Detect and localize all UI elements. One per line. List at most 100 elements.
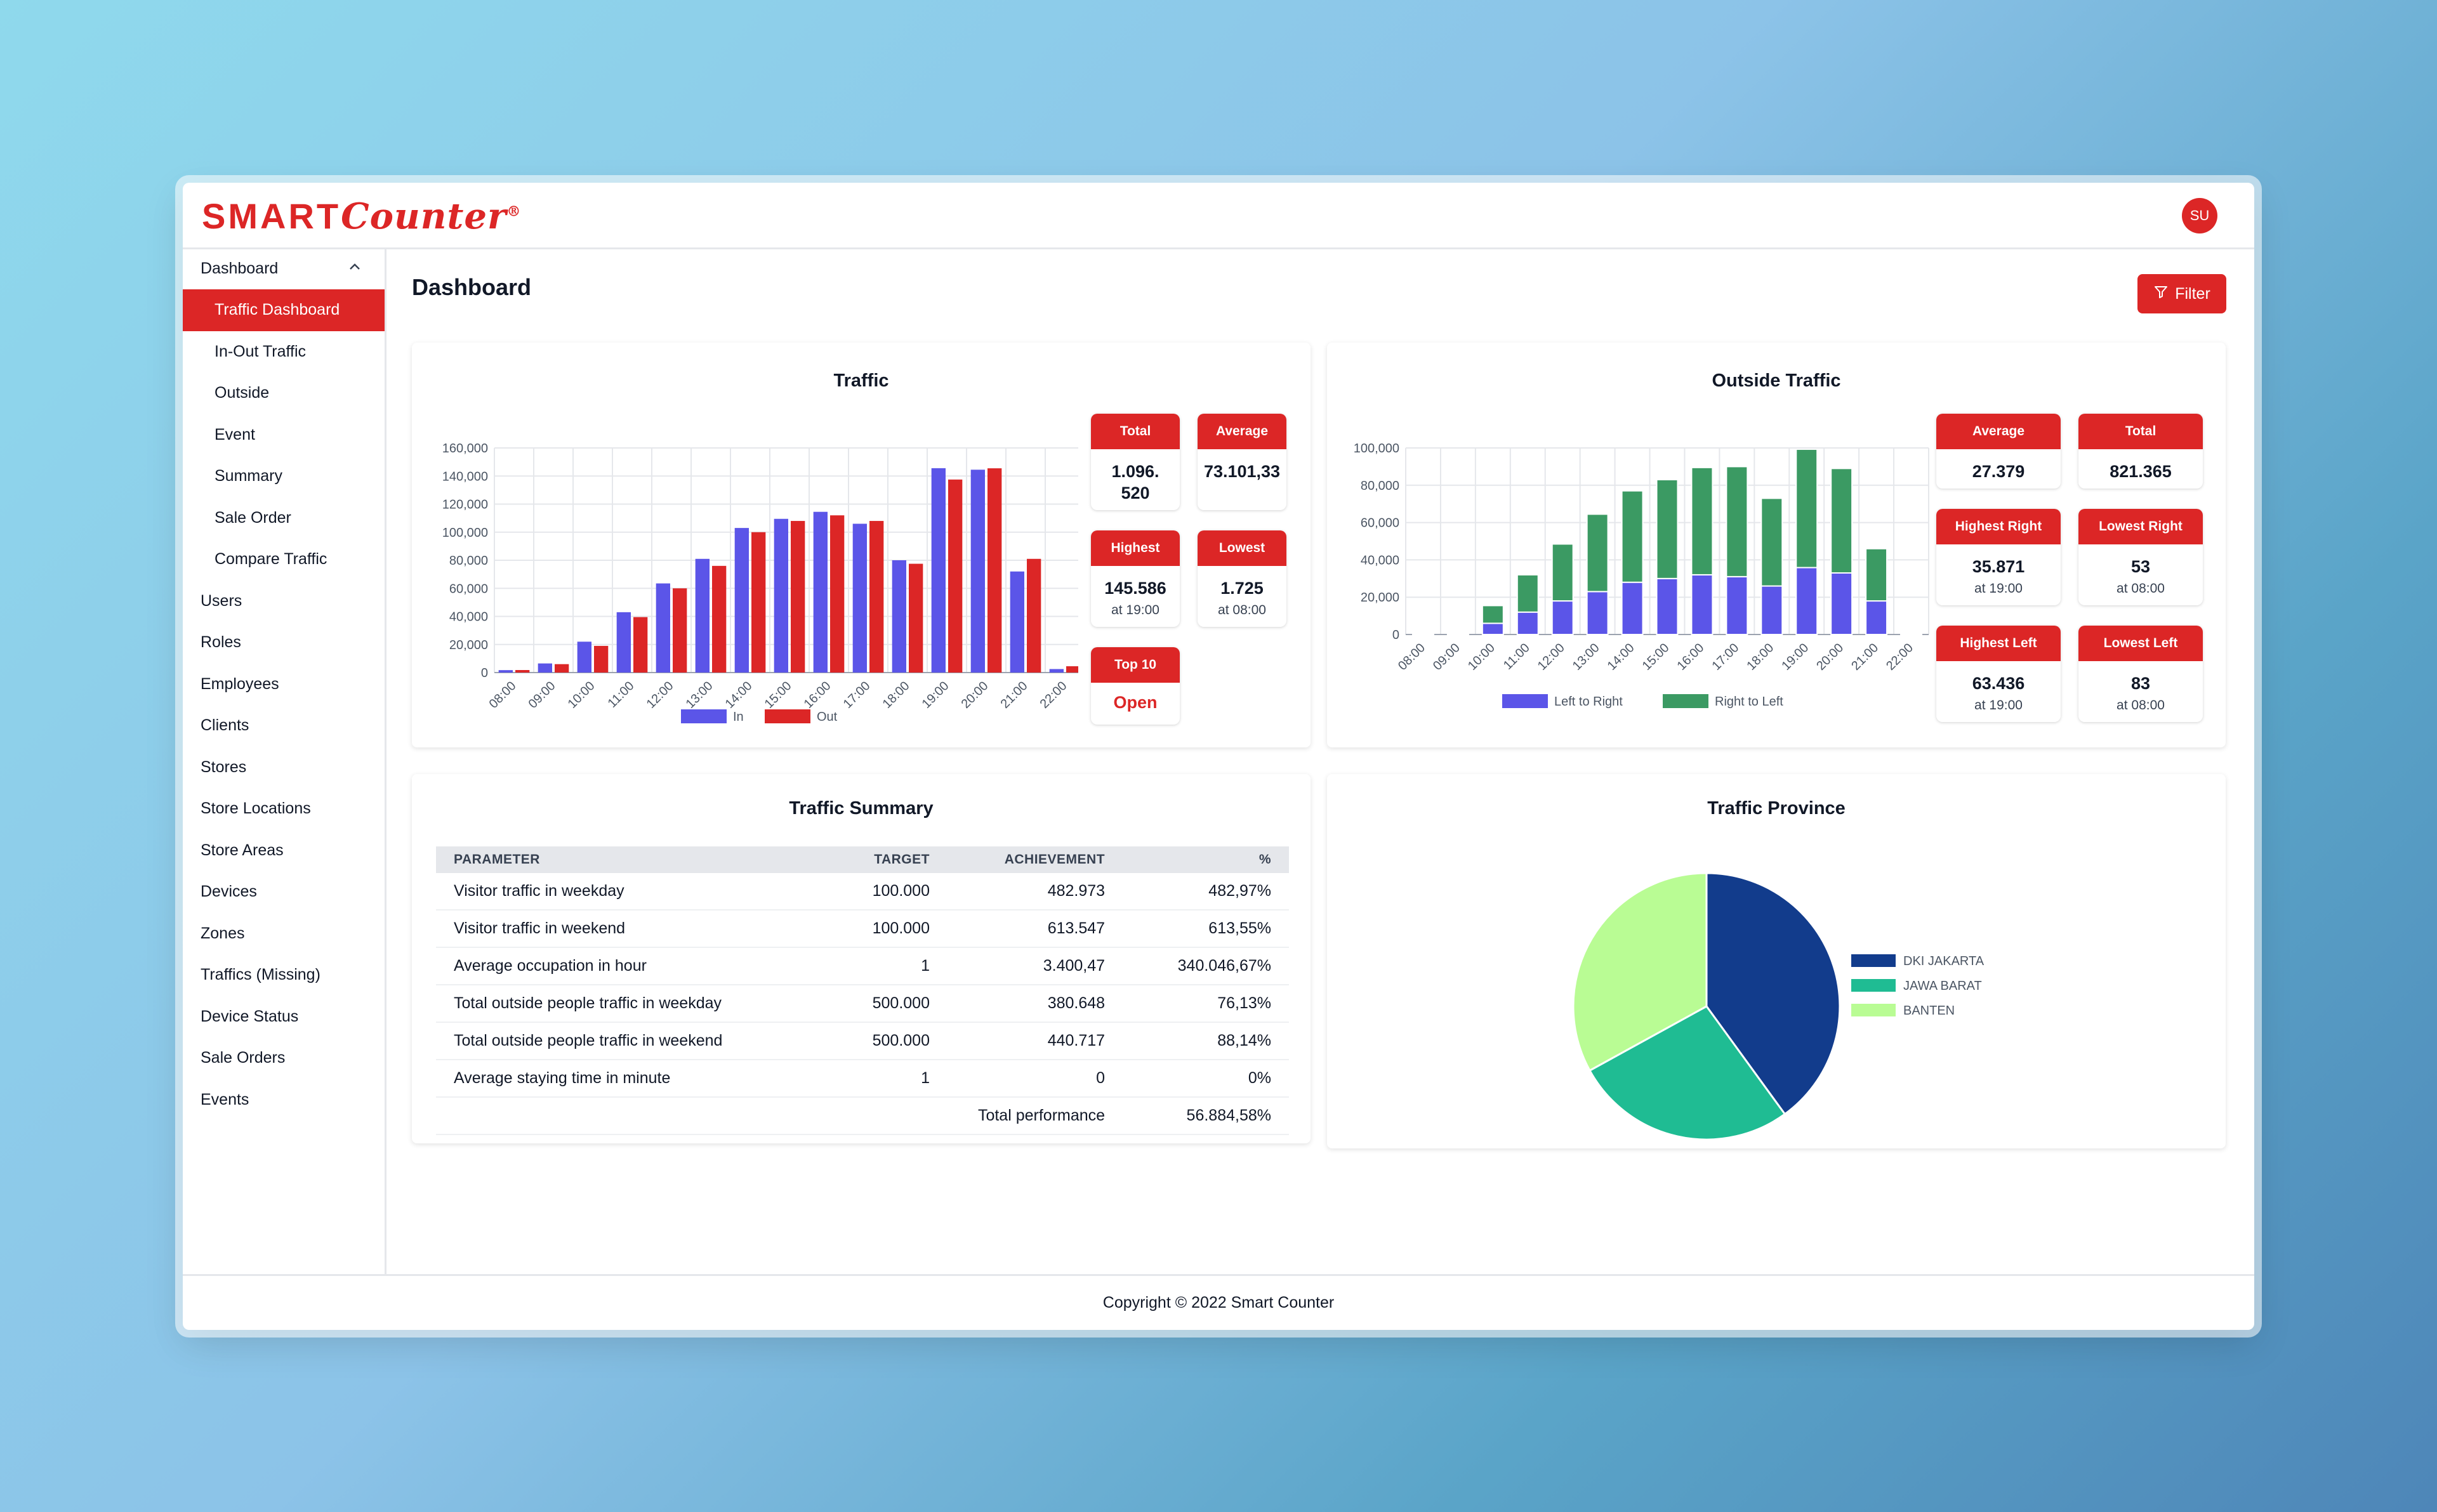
smart-counter-logo[interactable]: SMARTCounter® (202, 195, 521, 237)
x-tick-label: 17:00 (1709, 641, 1741, 673)
sidebar-group-dashboard[interactable]: Dashboard (183, 247, 385, 289)
sidebar-item-stores[interactable]: Stores (201, 758, 247, 776)
x-tick-label: 08:00 (1396, 641, 1428, 673)
col-percent: % (1123, 846, 1289, 873)
sidebar-item-event[interactable]: Event (215, 425, 255, 444)
cell-target: 500.000 (828, 1022, 948, 1060)
stat-lowest-right-time: at 08:00 (2117, 581, 2165, 596)
legend-swatch (1502, 694, 1548, 708)
bar-right-to-left (1830, 468, 1853, 574)
sidebar-item-summary[interactable]: Summary (215, 467, 282, 485)
stat-highest-label: Highest (1091, 530, 1180, 566)
bar-left-to-right (1795, 567, 1818, 635)
pie-slice (1705, 872, 1841, 1115)
bar-right-to-left (1551, 543, 1574, 602)
x-tick-label: 21:00 (998, 679, 1031, 711)
sidebar-item-outside[interactable]: Outside (215, 384, 270, 402)
sidebar-item-devices[interactable]: Devices (201, 883, 257, 901)
traffic-title: Traffic (833, 371, 889, 391)
x-tick-label: 09:00 (526, 679, 558, 711)
sidebar-item-sale-orders[interactable]: Sale Orders (201, 1049, 286, 1067)
main-content: Dashboard Filter Traffic 0 20,000 40,000 60… (386, 247, 2254, 1274)
sidebar-item-traffics-missing[interactable]: Traffics (Missing) (201, 966, 320, 984)
top10-open-link[interactable]: Open (1113, 693, 1158, 712)
y-tick-label: 80,000 (1361, 479, 1399, 493)
filter-button[interactable]: Filter (2137, 274, 2226, 313)
sidebar-item-traffic-dashboard[interactable]: Traffic Dashboard (183, 289, 385, 331)
bar-in (577, 641, 591, 673)
page-title: Dashboard (412, 274, 532, 300)
sidebar-item-device-status[interactable]: Device Status (201, 1007, 299, 1025)
sidebar-item-compare-traffic[interactable]: Compare Traffic (215, 550, 327, 569)
bar-out (1066, 666, 1078, 673)
bar-right-to-left (1865, 548, 1888, 602)
sidebar-item-zones[interactable]: Zones (201, 924, 245, 942)
stat-outside-average-label: Average (1936, 414, 2061, 449)
bar-out (594, 645, 609, 673)
cell-parameter: Average occupation in hour (436, 947, 828, 985)
cell-parameter: Visitor traffic in weekend (436, 910, 828, 948)
cell-percent: 76,13% (1123, 985, 1289, 1023)
sidebar-item-roles[interactable]: Roles (201, 633, 241, 652)
stat-outside-total-label: Total (2078, 414, 2203, 449)
user-avatar[interactable]: SU (2182, 198, 2217, 233)
x-tick-label: 13:00 (684, 679, 716, 711)
bar-out (751, 532, 766, 673)
bar-right-to-left (1656, 478, 1679, 579)
x-tick-label: 10:00 (1465, 641, 1498, 673)
x-tick-label: 19:00 (920, 679, 952, 711)
bar-in (1049, 669, 1064, 673)
x-tick-label: 13:00 (1570, 641, 1602, 673)
sidebar-item-users[interactable]: Users (201, 591, 242, 610)
stat-highest-right-label: Highest Right (1936, 509, 2061, 544)
col-target: TARGET (828, 846, 948, 873)
sidebar-item-in-out-traffic[interactable]: In-Out Traffic (215, 342, 307, 360)
bar-left-to-right (1726, 575, 1748, 635)
bar-left-to-right (1551, 600, 1574, 635)
sidebar-item-store-areas[interactable]: Store Areas (201, 841, 284, 859)
top10-card[interactable]: Top 10 Open (1091, 647, 1180, 725)
table-row: Total outside people traffic in weekday 5… (436, 985, 1289, 1023)
sidebar-item-store-locations[interactable]: Store Locations (201, 799, 311, 818)
legend-label: BANTEN (1903, 1004, 1955, 1018)
bar-right-to-left (1691, 466, 1714, 575)
bar-in (616, 612, 631, 673)
bar-left-to-right (1621, 581, 1644, 635)
table-row: Total outside people traffic in weekend 5… (436, 1022, 1289, 1060)
x-tick-label: 11:00 (605, 679, 637, 711)
stat-outside-total: Total 821.365 (2078, 414, 2203, 489)
table-header-row: PARAMETER TARGET ACHIEVEMENT % (436, 846, 1289, 873)
bar-in (734, 528, 749, 673)
x-tick-label: 16:00 (802, 679, 834, 711)
stat-highest-left: Highest Left 63.436 at 19:00 (1936, 626, 2061, 722)
sidebar-item-events[interactable]: Events (201, 1090, 249, 1108)
stat-highest-time: at 19:00 (1111, 603, 1159, 617)
stat-highest-right: Highest Right 35.871 at 19:00 (1936, 509, 2061, 605)
bar-right-to-left (1411, 633, 1434, 636)
bar-out (869, 521, 884, 673)
stat-outside-average: Average 27.379 (1936, 414, 2061, 489)
y-tick-label: 0 (481, 666, 488, 680)
sidebar-item-employees[interactable]: Employees (201, 674, 279, 693)
x-tick-label: 17:00 (841, 679, 873, 711)
legend-swatch (765, 709, 810, 723)
bar-left-to-right (1830, 572, 1853, 636)
x-tick-label: 22:00 (1038, 679, 1070, 711)
sidebar-item-sale-order[interactable]: Sale Order (215, 508, 291, 527)
x-tick-label: 12:00 (1535, 641, 1568, 673)
x-tick-label: 09:00 (1430, 641, 1463, 673)
bar-out (555, 664, 569, 673)
bar-left-to-right (1691, 574, 1714, 636)
cell-achievement: 380.648 (947, 985, 1123, 1023)
sidebar-item-clients[interactable]: Clients (201, 716, 249, 735)
cell-achievement: 482.973 (947, 873, 1123, 910)
legend-swatch (1663, 694, 1708, 708)
filter-icon (2153, 284, 2169, 304)
stat-highest-left-time: at 19:00 (1974, 698, 2023, 713)
cell-achievement: 0 (947, 1060, 1123, 1098)
bar-in (1010, 571, 1024, 673)
bar-in (774, 518, 788, 673)
stat-lowest-left-label: Lowest Left (2078, 626, 2203, 661)
legend-label: Out (817, 710, 838, 724)
cell-percent: 88,14% (1123, 1022, 1289, 1060)
